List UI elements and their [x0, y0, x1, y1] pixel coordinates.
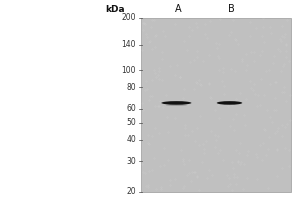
Ellipse shape: [161, 101, 191, 105]
Text: A: A: [175, 4, 182, 14]
Text: kDa: kDa: [105, 4, 124, 14]
Text: 60: 60: [126, 104, 136, 113]
Ellipse shape: [166, 104, 187, 106]
Text: 80: 80: [126, 83, 136, 92]
Text: 40: 40: [126, 135, 136, 144]
Text: B: B: [228, 4, 234, 14]
Text: 140: 140: [122, 40, 136, 49]
Text: 50: 50: [126, 118, 136, 127]
Bar: [141, 18, 291, 192]
Text: 30: 30: [126, 157, 136, 166]
Ellipse shape: [217, 101, 242, 105]
Text: 100: 100: [122, 66, 136, 75]
Text: 20: 20: [126, 188, 136, 196]
Text: 200: 200: [122, 14, 136, 22]
